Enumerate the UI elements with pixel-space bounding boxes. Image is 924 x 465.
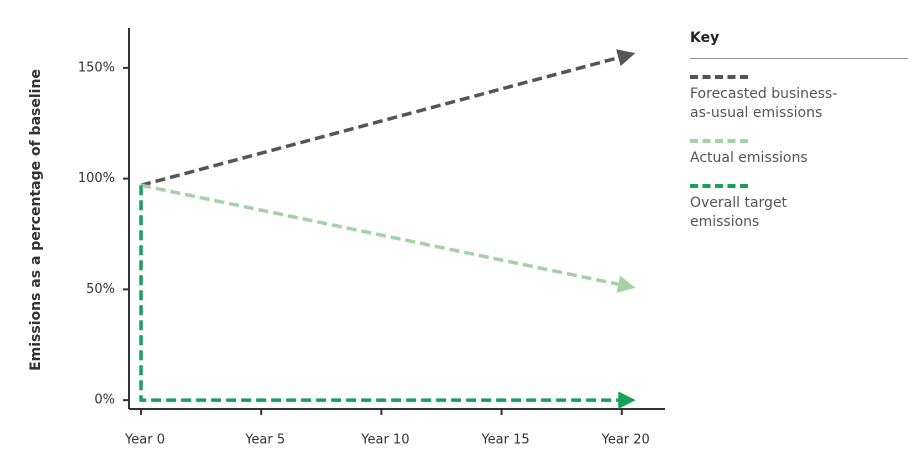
series-line: [139, 185, 636, 409]
legend-swatch: [690, 75, 748, 79]
y-tick-label: 150%: [78, 60, 115, 75]
y-tick-label: 100%: [78, 171, 115, 186]
x-tick-label: Year 5: [244, 433, 285, 448]
legend-item: Overall target emissions: [690, 184, 908, 232]
legend: Key Forecasted business-as-usual emissio…: [690, 24, 908, 232]
legend-label: Actual emissions: [690, 150, 808, 166]
chart: Emissions as a percentage of baseline 0%…: [28, 28, 665, 448]
legend-item: Actual emissions: [690, 139, 908, 168]
x-tick-label: Year 20: [601, 433, 650, 448]
legend-label: Overall target emissions: [690, 195, 788, 230]
x-tick-label: Year 0: [124, 433, 165, 448]
y-tick-label: 50%: [86, 282, 115, 297]
series-line: [140, 49, 636, 187]
legend-label: Forecasted business-as-usual emissions: [690, 86, 838, 121]
series-line: [140, 183, 636, 293]
legend-swatch: [690, 139, 748, 143]
y-axis-label: Emissions as a percentage of baseline: [28, 69, 44, 371]
legend-item: Forecasted business-as-usual emissions: [690, 75, 908, 123]
legend-swatch: [690, 184, 748, 188]
x-tick-label: Year 15: [480, 433, 529, 448]
y-tick-label: 0%: [94, 393, 115, 408]
x-tick-label: Year 10: [360, 433, 409, 448]
legend-title: Key: [690, 24, 908, 59]
